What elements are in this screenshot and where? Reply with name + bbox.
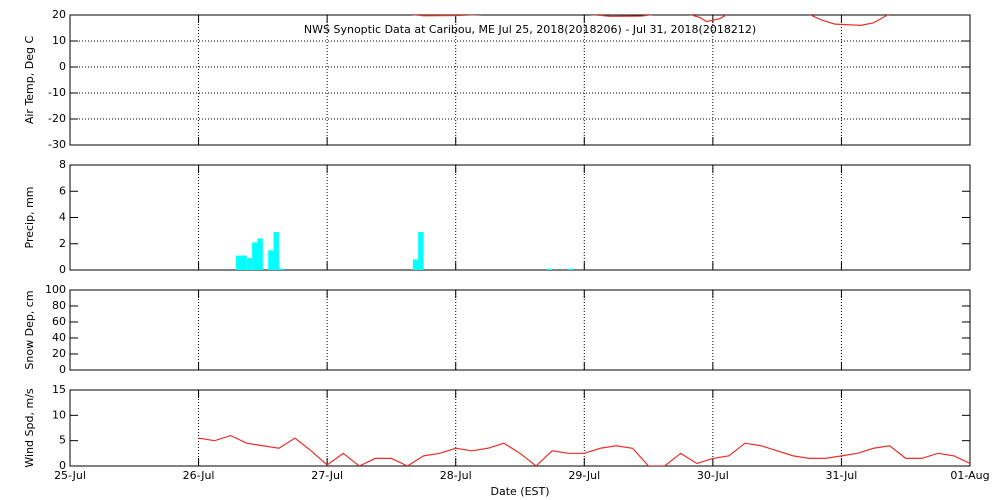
bar bbox=[236, 255, 242, 270]
y-tick-label: 5 bbox=[59, 434, 66, 447]
x-tick-label: 31-Jul bbox=[825, 469, 857, 482]
plot-frame bbox=[69, 14, 971, 146]
y-tick-label: 15 bbox=[52, 383, 66, 396]
bar bbox=[418, 231, 424, 270]
x-tick-label: 01-Aug bbox=[950, 469, 989, 482]
y-axis-label: Snow Dep, cm bbox=[23, 290, 36, 369]
bar bbox=[246, 258, 253, 270]
bar bbox=[273, 231, 279, 270]
y-tick-label: 0 bbox=[59, 363, 66, 376]
bar bbox=[412, 259, 419, 270]
y-tick-label: 10 bbox=[52, 34, 66, 47]
plot-frame bbox=[69, 164, 971, 271]
plot-area bbox=[236, 231, 574, 270]
x-tick-label: 26-Jul bbox=[183, 469, 215, 482]
y-tick-label: 0 bbox=[59, 459, 66, 472]
bar bbox=[252, 242, 258, 270]
plot-frame bbox=[69, 289, 971, 371]
x-tick-label: 30-Jul bbox=[697, 469, 729, 482]
y-tick-label: 10 bbox=[52, 408, 66, 421]
bar bbox=[568, 268, 574, 270]
y-tick-label: -10 bbox=[48, 86, 66, 99]
bar bbox=[268, 250, 274, 270]
y-tick-label: -30 bbox=[48, 138, 66, 151]
x-tick-label: 28-Jul bbox=[440, 469, 472, 482]
y-tick-label: 8 bbox=[59, 158, 66, 171]
y-tick-label: 4 bbox=[59, 211, 66, 224]
x-axis-label: Date (EST) bbox=[490, 485, 549, 498]
x-tick-label: 29-Jul bbox=[568, 469, 600, 482]
bar bbox=[241, 255, 247, 270]
data-line bbox=[410, 15, 889, 27]
plot-area bbox=[198, 434, 970, 466]
y-tick-label: 100 bbox=[45, 283, 66, 296]
y-tick-label: -20 bbox=[48, 112, 66, 125]
data-line bbox=[198, 434, 970, 466]
bar bbox=[546, 268, 553, 270]
x-tick-label: 27-Jul bbox=[311, 469, 343, 482]
y-tick-label: 0 bbox=[59, 263, 66, 276]
y-tick-label: 40 bbox=[52, 331, 66, 344]
plot-frame bbox=[69, 389, 971, 467]
y-axis-label: Precip, mm bbox=[23, 187, 36, 249]
chart-title: NWS Synoptic Data at Caribou, ME Jul 25,… bbox=[304, 23, 756, 36]
bar bbox=[278, 268, 285, 270]
bar bbox=[257, 238, 263, 270]
x-tick-label: 25-Jul bbox=[54, 469, 86, 482]
y-tick-label: 0 bbox=[59, 60, 66, 73]
y-axis-label: Air Temp, Deg C bbox=[23, 36, 36, 125]
y-tick-label: 2 bbox=[59, 237, 66, 250]
y-axis-label: Wind Spd, m/s bbox=[23, 388, 36, 468]
y-tick-label: 20 bbox=[52, 347, 66, 360]
plot-area bbox=[410, 15, 889, 27]
y-tick-label: 60 bbox=[52, 315, 66, 328]
y-tick-label: 6 bbox=[59, 184, 66, 197]
y-tick-label: 20 bbox=[52, 8, 66, 21]
y-tick-label: 80 bbox=[52, 299, 66, 312]
